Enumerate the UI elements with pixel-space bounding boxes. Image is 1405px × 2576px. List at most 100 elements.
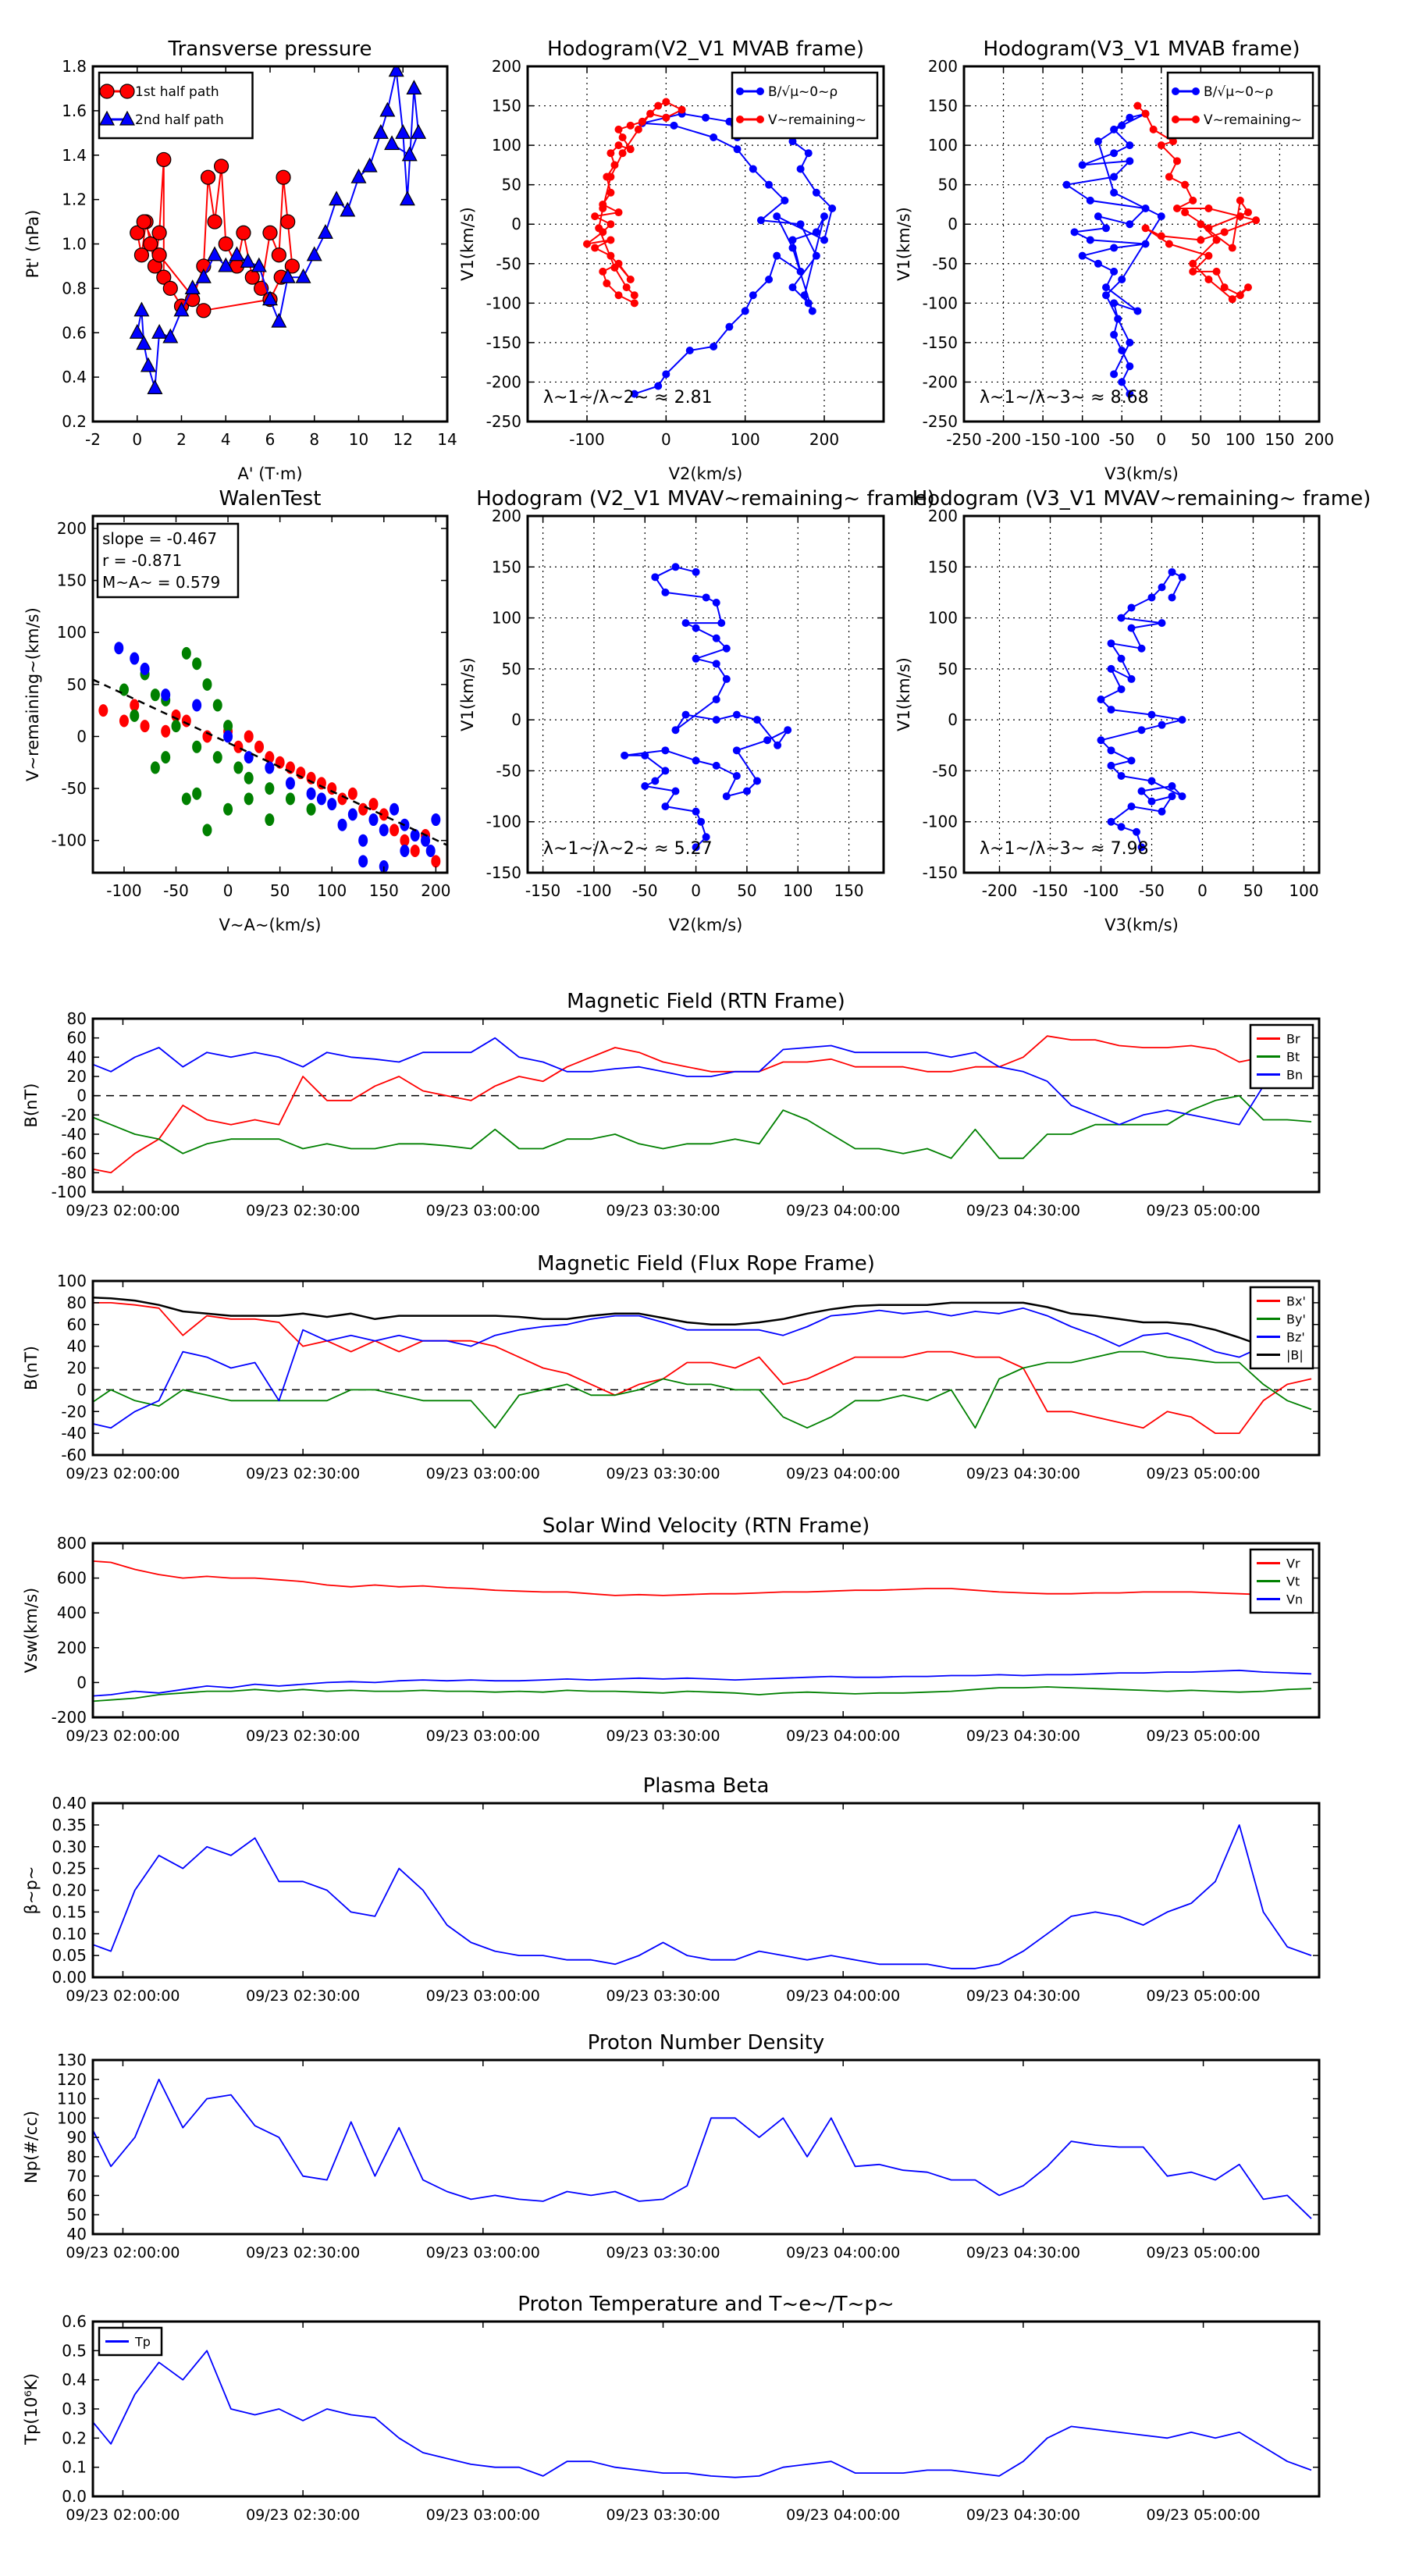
legend-item-bn: Bn — [1257, 1068, 1303, 1083]
data-point — [265, 782, 275, 795]
data-point — [244, 771, 254, 785]
chart-title: Solar Wind Velocity (RTN Frame) — [542, 1514, 870, 1538]
data-point — [1133, 307, 1142, 315]
series-beta — [93, 1824, 1312, 1969]
legend: 1st half path 2nd half path — [98, 71, 254, 140]
y-tick-label: -150 — [486, 333, 521, 352]
data-point — [1118, 347, 1126, 354]
data-point — [151, 323, 168, 339]
data-point — [251, 257, 267, 272]
data-point — [610, 263, 619, 272]
x-tick-label: 0 — [691, 881, 701, 900]
x-tick-label: 09/23 04:00:00 — [786, 2244, 900, 2261]
data-point — [1157, 232, 1165, 240]
data-point — [710, 342, 718, 350]
data-point — [1126, 157, 1134, 165]
x-tick-label: 09/23 05:00:00 — [1147, 1987, 1261, 2005]
legend: Bx' By' Bz' |B| — [1249, 1286, 1314, 1370]
x-tick-label: 200 — [421, 881, 450, 900]
data-point — [388, 66, 404, 77]
legend-label: Vt — [1286, 1574, 1300, 1589]
legend-label: V~remaining~ — [768, 112, 866, 128]
y-tick-label: 200 — [928, 507, 958, 525]
x-axis: 09/23 02:00:00 09/23 02:30:00 09/23 03:00:… — [66, 2322, 1261, 2524]
data-point — [140, 720, 150, 733]
y-axis-label: V1(km/s) — [458, 207, 477, 281]
magnetic-field-rtn-chart: 09/23 02:00:00 09/23 02:30:00 09/23 03:00:… — [22, 990, 1321, 1219]
x-tick-label: 09/23 03:30:00 — [606, 1202, 720, 1219]
chart-title: Hodogram (V2_V1 MVAV~remaining~ frame) — [476, 487, 934, 511]
data-point — [1141, 224, 1150, 233]
y-tick-label: 0.15 — [52, 1902, 87, 1921]
data-point — [389, 802, 400, 816]
series-hodogram — [621, 563, 792, 852]
data-point — [233, 761, 244, 774]
x-tick-label: 09/23 02:00:00 — [66, 2244, 180, 2261]
data-point — [347, 808, 357, 821]
x-tick-label: 09/23 03:30:00 — [606, 2507, 720, 2524]
x-tick-label: 09/23 04:00:00 — [786, 2507, 900, 2524]
x-axis: 09/23 02:00:00 09/23 02:30:00 09/23 03:00:… — [66, 1543, 1261, 1745]
data-point — [285, 777, 295, 790]
data-point — [1137, 644, 1146, 653]
data-point — [1204, 224, 1213, 233]
plot-area — [129, 66, 427, 394]
y-tick-label: 50 — [67, 675, 87, 694]
y-tick-label: 100 — [928, 609, 958, 628]
data-point — [1110, 299, 1119, 308]
x-tick-label: 09/23 04:00:00 — [786, 1202, 900, 1219]
data-point — [1117, 614, 1126, 622]
data-point — [1117, 771, 1126, 780]
data-point — [685, 347, 694, 354]
x-tick-label: 09/23 03:30:00 — [606, 1727, 720, 1745]
data-point — [626, 121, 635, 130]
y-axis: -60 -40 -20 0 20 40 60 80 100 — [57, 1272, 1319, 1464]
data-point — [99, 84, 115, 99]
eigenvalue-ratio-annotation: λ~1~/λ~2~ ≈ 2.81 — [543, 388, 713, 407]
data-point — [1133, 101, 1142, 110]
data-point — [796, 267, 805, 276]
y-tick-label: 110 — [57, 2090, 87, 2108]
data-point — [1126, 338, 1134, 347]
x-tick-label: -50 — [163, 881, 189, 900]
y-tick-label: -50 — [932, 254, 958, 273]
data-point — [98, 704, 108, 717]
y-axis: -250 -200 -150 -100 -50 0 50 100 150 200 — [486, 57, 884, 431]
data-point — [1252, 216, 1261, 225]
magnetic-field-flux-rope-chart: 09/23 02:00:00 09/23 02:30:00 09/23 03:00:… — [22, 1252, 1321, 1482]
data-point — [329, 190, 345, 206]
data-point — [661, 588, 670, 596]
data-point — [1078, 161, 1087, 169]
data-point — [1110, 173, 1119, 181]
data-point — [1126, 362, 1134, 371]
series-line — [93, 1669, 1312, 1697]
data-point — [147, 379, 163, 394]
data-point — [1107, 817, 1115, 826]
data-point — [1178, 716, 1186, 724]
x-axis: -100 0 100 200 — [569, 66, 839, 449]
data-point — [621, 751, 629, 760]
legend-label: B/√μ~0~ρ — [768, 84, 838, 100]
series-line — [93, 1686, 1312, 1703]
y-tick-label: 120 — [57, 2070, 87, 2089]
transverse-pressure-chart: -2 0 2 4 6 8 10 12 14 0.2 0.4 0.6 0.8 1.0 1.2 1.4 1.6 1.8… — [23, 37, 457, 483]
data-point — [1094, 137, 1102, 146]
x-tick-label: 10 — [349, 430, 368, 449]
series-line — [93, 1037, 1312, 1126]
x-tick-label: 0 — [661, 430, 671, 449]
x-tick-label: 09/23 04:30:00 — [966, 1987, 1080, 2005]
y-tick-label: 150 — [928, 97, 958, 116]
y-tick-label: 80 — [67, 2147, 87, 2166]
x-axis: 09/23 02:00:00 09/23 02:30:00 09/23 03:00:… — [66, 1281, 1261, 1482]
series-vt — [93, 1686, 1312, 1703]
data-point — [773, 251, 781, 260]
data-point — [181, 714, 191, 728]
y-axis-label: B(nT) — [22, 1346, 41, 1390]
data-point — [1107, 746, 1115, 755]
x-tick-label: 0 — [132, 430, 142, 449]
plot-area — [93, 1560, 1312, 1703]
data-point — [368, 798, 379, 811]
data-point — [599, 267, 607, 276]
legend-label: Vn — [1286, 1592, 1303, 1607]
